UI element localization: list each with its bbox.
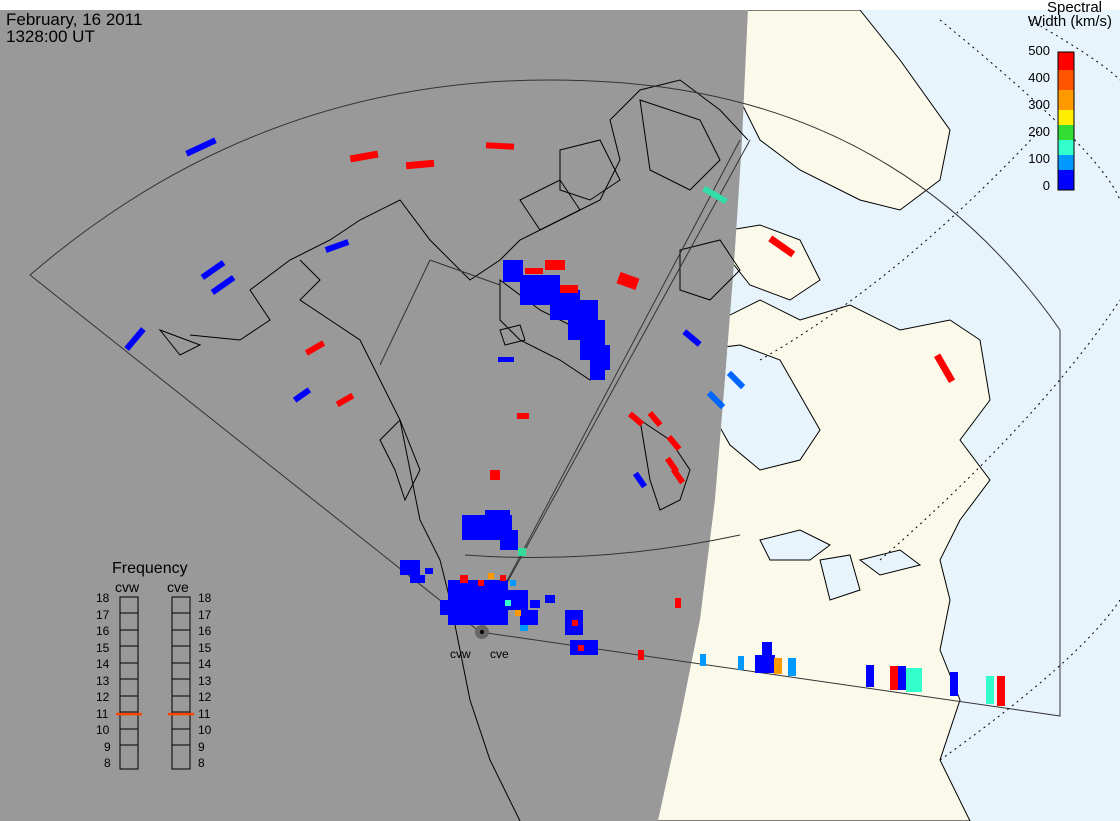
legend-tick: 500 (1028, 43, 1050, 58)
radar-label-east: cve (490, 647, 509, 661)
frequency-tick-label: 16 (198, 624, 212, 638)
frequency-tick-label: 13 (198, 673, 212, 688)
frequency-tick-label: 15 (96, 640, 110, 655)
frequency-tick-label: 12 (96, 690, 110, 704)
frequency-tick-label: 11 (198, 706, 211, 721)
frequency-radar-name: cvw (115, 579, 140, 595)
frequency-tick-label: 14 (96, 657, 110, 671)
spectral-width-colorbar (1057, 51, 1075, 191)
frequency-tick-label: 9 (198, 739, 205, 754)
grid-lines (759, 19, 1120, 761)
frequency-panel (119, 596, 191, 770)
night-coastlines (158, 79, 749, 821)
frequency-tick-label: 17 (198, 607, 212, 622)
frequency-tick-label: 16 (96, 624, 110, 638)
legend-tick: 400 (1028, 70, 1050, 85)
frequency-tick-label: 8 (198, 756, 205, 770)
time-label: 1328:00 UT (6, 27, 95, 46)
frequency-tick-label: 11 (96, 706, 109, 721)
radar-label-west: cvw (450, 647, 471, 661)
frequency-tick-label: 9 (104, 739, 111, 754)
frequency-tick-label: 10 (96, 723, 110, 737)
frequency-title: Frequency (112, 560, 188, 577)
frequency-tick-label: 15 (198, 640, 212, 655)
legend-tick: 300 (1028, 97, 1050, 112)
date-label: February, 16 2011 (6, 10, 143, 29)
frequency-tick-label: 17 (96, 607, 110, 622)
frequency-tick-label: 13 (96, 673, 110, 688)
frequency-tick-label: 18 (198, 591, 212, 605)
radar-site-marker (475, 625, 489, 639)
scatter-data (124, 137, 1005, 706)
frequency-radar-name: cve (167, 579, 189, 595)
legend-title-line1: Spectral (1046, 0, 1102, 16)
legend-tick: 0 (1042, 178, 1050, 193)
frequency-tick-label: 8 (104, 756, 111, 770)
frequency-tick-label: 14 (198, 657, 212, 671)
legend-tick: 100 (1028, 151, 1050, 166)
legend-title-line2: Width (km/s) (1027, 13, 1112, 30)
frequency-tick-label: 10 (198, 723, 212, 737)
frequency-tick-label: 12 (198, 690, 212, 704)
frequency-tick-label: 18 (96, 591, 110, 605)
legend-tick: 200 (1028, 124, 1050, 139)
